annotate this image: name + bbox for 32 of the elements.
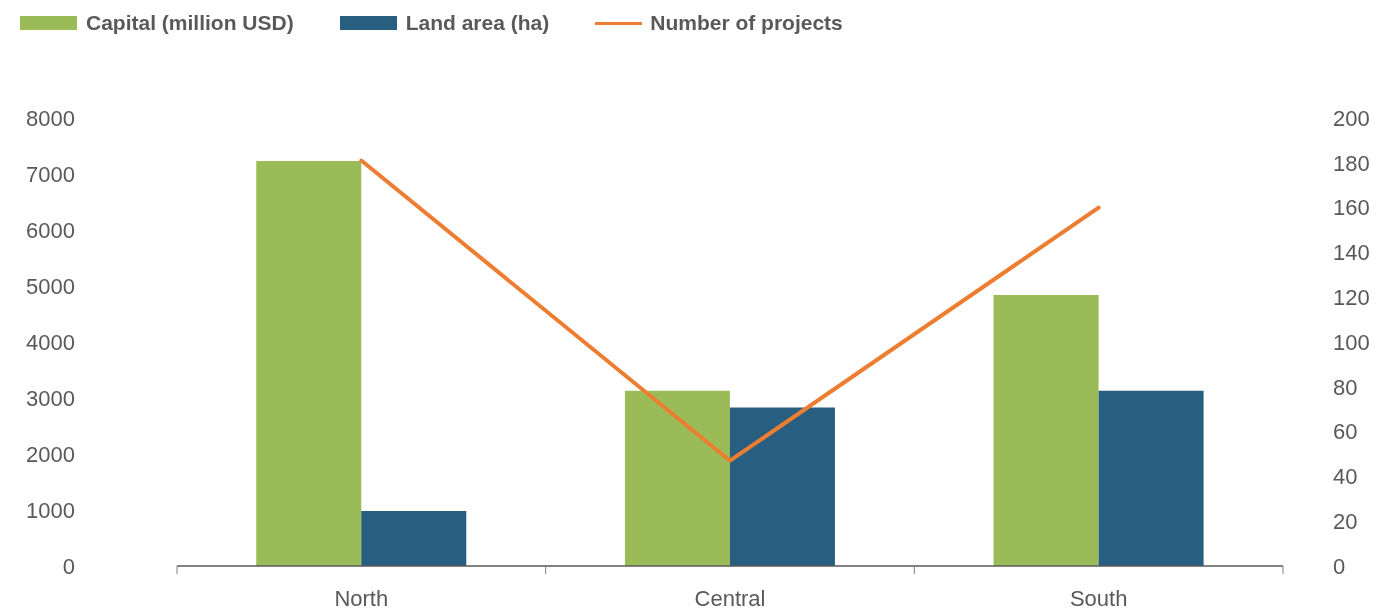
y-tick-label: 1000 <box>26 497 75 523</box>
y2-tick-label: 180 <box>1333 150 1370 176</box>
x-tick-label: Central <box>694 585 766 611</box>
x-tick-label: South <box>1069 585 1128 611</box>
legend-label: Capital (million USD) <box>86 11 294 35</box>
bar <box>1098 390 1204 566</box>
legend-label: Land area (ha) <box>405 11 550 35</box>
bar <box>361 511 467 566</box>
y-tick-label: 0 <box>62 553 75 579</box>
y-tick-label: 8000 <box>26 105 75 131</box>
y-tick-label: 6000 <box>26 217 75 243</box>
y2-tick-label: 20 <box>1333 509 1358 535</box>
y2-tick-label: 80 <box>1333 374 1358 400</box>
y-tick-label: 5000 <box>26 273 75 299</box>
y-tick-label: 7000 <box>26 161 75 187</box>
y2-tick-label: 200 <box>1333 105 1370 131</box>
y2-tick-label: 100 <box>1333 329 1370 355</box>
x-tick-label: North <box>334 585 389 611</box>
y-tick-label: 2000 <box>26 441 75 467</box>
bar <box>624 390 730 566</box>
y2-tick-label: 40 <box>1333 464 1358 490</box>
y2-tick-label: 160 <box>1333 195 1370 221</box>
legend-label: Number of projects <box>650 11 843 35</box>
y-tick-label: 3000 <box>26 385 75 411</box>
y-tick-label: 4000 <box>26 329 75 355</box>
bar <box>993 294 1099 566</box>
y2-tick-label: 120 <box>1333 285 1370 311</box>
y2-tick-label: 60 <box>1333 419 1358 445</box>
y2-tick-label: 0 <box>1333 553 1346 579</box>
bar <box>256 161 362 566</box>
bar <box>729 407 835 566</box>
y2-tick-label: 140 <box>1333 240 1370 266</box>
